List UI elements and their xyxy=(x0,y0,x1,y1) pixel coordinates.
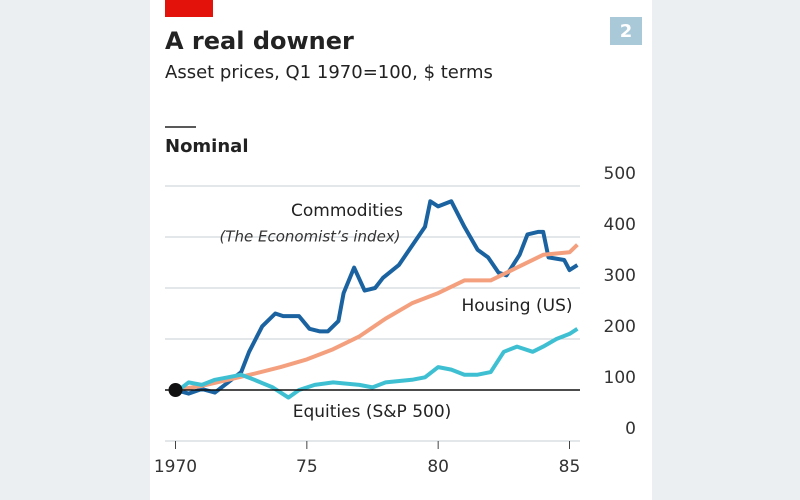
panel-label: Nominal xyxy=(165,136,249,157)
series-label: Commodities xyxy=(291,201,403,221)
series-label: Housing (US) xyxy=(461,296,572,316)
y-tick-label: 400 xyxy=(604,215,636,235)
series-line xyxy=(174,199,579,396)
y-tick-label: 500 xyxy=(604,164,636,184)
annotation: (The Economist’s index) xyxy=(219,228,400,246)
series-label: Equities (S&P 500) xyxy=(293,402,452,422)
y-tick-label: 0 xyxy=(625,419,636,439)
y-tick-label: 200 xyxy=(604,317,636,337)
panel xyxy=(150,0,652,500)
plot: 0 100 200 300 400 500 1970 75 80 85 Commodities (Th… xyxy=(154,164,636,477)
y-tick-label: 300 xyxy=(604,266,636,286)
x-tick-label: 75 xyxy=(296,457,318,477)
red-tag xyxy=(165,0,213,17)
x-tick-label: 85 xyxy=(559,457,581,477)
series-line xyxy=(174,327,579,400)
x-tick-label: 1970 xyxy=(154,457,197,477)
y-tick-label: 100 xyxy=(604,368,636,388)
subtitle: Asset prices, Q1 1970=100, $ terms xyxy=(165,62,493,83)
x-tick-label: 80 xyxy=(427,457,449,477)
badge-box xyxy=(610,17,642,45)
chart-title: A real downer xyxy=(165,27,354,55)
badge: 2 xyxy=(620,21,633,42)
start-dot xyxy=(168,383,183,397)
